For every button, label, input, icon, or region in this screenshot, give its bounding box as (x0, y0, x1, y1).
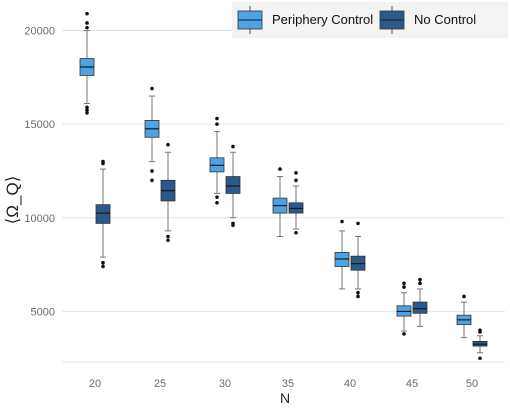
box-group (288, 171, 304, 235)
outlier-point (215, 122, 219, 126)
box-group (334, 219, 350, 290)
x-tick-label: 30 (219, 378, 231, 390)
outlier-point (166, 234, 170, 239)
outlier-point (478, 356, 482, 361)
outlier-point (150, 178, 154, 183)
outlier-point (215, 116, 219, 121)
outlier-point (356, 294, 360, 299)
box-group (456, 294, 472, 339)
y-axis-title: ⟨Ω_Q⟩ (3, 176, 22, 225)
outlier-point (478, 328, 482, 332)
outlier-point (340, 219, 344, 224)
outlier-point (418, 281, 422, 286)
y-axis-ticks: 5000 10000 15000 20000 (24, 25, 55, 318)
outlier-point (150, 86, 154, 91)
legend-item: Periphery Control (237, 6, 373, 34)
outlier-point (402, 285, 406, 289)
y-tick-label: 15000 (24, 119, 55, 131)
outlier-point (85, 108, 89, 112)
box (412, 301, 428, 314)
outlier-point (85, 11, 89, 16)
box-group (350, 221, 366, 299)
outlier-point (215, 195, 219, 199)
outlier-point (166, 142, 170, 147)
outlier-point (231, 144, 235, 149)
outlier-point (294, 230, 298, 235)
box-group (160, 142, 176, 243)
x-tick-label: 45 (406, 378, 418, 390)
outlier-point (150, 169, 154, 173)
outlier-point (101, 264, 105, 269)
legend-background (232, 2, 508, 38)
box-group (144, 86, 160, 183)
outlier-point (402, 332, 406, 336)
box-group (95, 159, 111, 269)
box-series (79, 11, 488, 361)
legend-item: No Control (379, 6, 476, 34)
outlier-point (418, 277, 422, 282)
box (95, 204, 111, 224)
x-tick-label: 20 (89, 378, 101, 390)
legend-label: Periphery Control (272, 12, 373, 27)
outlier-point (101, 260, 105, 265)
outlier-point (85, 21, 89, 25)
legend: Periphery Control No Control (232, 2, 508, 38)
box-group (412, 277, 428, 327)
outlier-point (101, 159, 105, 164)
outlier-point (166, 238, 170, 243)
box-group (472, 328, 488, 361)
box-group (272, 167, 288, 238)
outlier-point (356, 221, 360, 226)
x-axis-ticks: 20 25 30 35 40 45 50 (89, 378, 478, 390)
box-group (209, 116, 225, 205)
box-group (225, 144, 241, 228)
box (225, 176, 241, 194)
outlier-point (402, 281, 406, 286)
x-tick-label: 50 (466, 378, 478, 390)
outlier-point (462, 294, 466, 299)
outlier-point (85, 25, 89, 30)
outlier-point (215, 200, 219, 205)
box-group (79, 11, 95, 115)
y-tick-label: 5000 (31, 306, 55, 318)
outlier-point (85, 111, 89, 115)
outlier-point (294, 178, 298, 183)
x-axis-title: N (280, 390, 290, 406)
y-tick-label: 20000 (24, 25, 55, 37)
outlier-point (356, 290, 360, 295)
outlier-point (294, 171, 298, 175)
y-tick-label: 10000 (24, 213, 55, 225)
legend-label: No Control (414, 12, 476, 27)
x-tick-label: 25 (154, 378, 166, 390)
outlier-point (278, 167, 282, 171)
x-tick-label: 35 (282, 378, 294, 390)
box-group (396, 281, 412, 336)
x-tick-label: 40 (344, 378, 356, 390)
outlier-point (231, 221, 235, 226)
outlier-point (85, 105, 89, 110)
